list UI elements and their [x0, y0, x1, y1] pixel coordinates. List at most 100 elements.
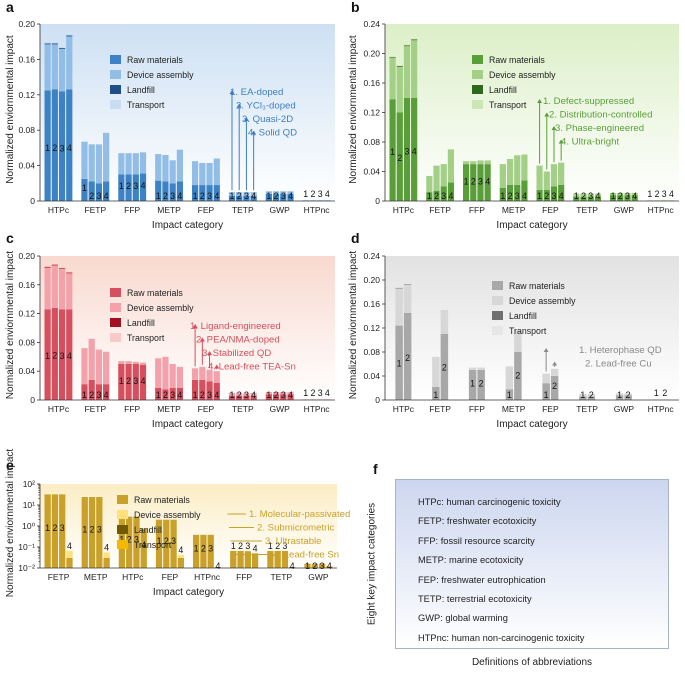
bar-tetp-2-raw-materials — [274, 550, 281, 568]
bar-metp-4-device-assembly — [176, 149, 183, 182]
bar-tetp-3-raw-materials — [243, 395, 250, 400]
panel-d-label: d — [351, 230, 360, 246]
bar-number-label: 3 — [171, 536, 176, 546]
definition-gwp: GWP: global warming — [418, 613, 508, 624]
bar-htpc-3-raw-materials — [58, 91, 66, 201]
bar-number-label: 2 — [618, 191, 623, 201]
bar-number-label: 3 — [96, 191, 101, 201]
bar-htpc-4-landfill — [411, 39, 418, 41]
bar-fep-1-raw-materials — [192, 379, 199, 400]
bar-htpc-2-raw-materials — [403, 313, 412, 400]
bar-number-label: 1 — [82, 390, 87, 400]
bar-number-label: 3 — [133, 181, 138, 191]
bar-fetp-3-device-assembly — [440, 164, 447, 187]
bar-htpc-2-landfill — [51, 43, 58, 45]
bar-tetp-4-device-assembly — [594, 193, 601, 197]
bar-number-label: 1 — [45, 143, 50, 153]
bar-number-label: 3 — [318, 388, 323, 398]
legend-swatch-transport — [117, 540, 128, 549]
bar-htpc-3-transport — [58, 47, 66, 48]
bar-number-label: 3 — [552, 191, 557, 201]
bar-htpc-2-transport — [51, 42, 58, 44]
bar-htpc-3-raw-materials — [58, 309, 66, 400]
bar-fetp-1-device-assembly — [81, 348, 88, 385]
bar-fetp-2-device-assembly — [88, 144, 95, 182]
bar-ffp-1-device-assembly — [118, 153, 125, 175]
bar-number-label: 1 — [268, 541, 273, 551]
bar-metp-4-device-assembly — [176, 366, 183, 388]
legend-swatch-device-assembly — [110, 70, 121, 79]
y-tick-label: 0.16 — [363, 299, 380, 309]
bar-number-label: 4 — [669, 189, 674, 199]
bar-htpc-1-raw-materials — [44, 309, 51, 400]
bar-gwp-2-raw-materials — [272, 193, 280, 201]
bar-htpc-1-device-assembly — [44, 44, 51, 91]
bar-fetp-4-device-assembly — [447, 149, 454, 183]
y-tick-label: 10¹ — [23, 500, 35, 510]
bar-ffp-2-raw-materials — [477, 370, 485, 400]
bar-gwp-4-raw-materials — [287, 394, 294, 400]
bar-number-label: 2 — [479, 379, 484, 389]
definition-htpc: HTPc: human carcinogenic toxicity — [418, 497, 561, 507]
annotation-item-2: 2. Submicrometric — [257, 523, 335, 534]
bar-fep-4-raw-materials — [213, 382, 220, 400]
bar-number-label: 1 — [119, 534, 124, 544]
bar-fetp-4-device-assembly — [103, 132, 110, 182]
bar-number-label: 4 — [412, 147, 417, 157]
bar-metp-2-raw-materials — [506, 184, 514, 201]
bar-number-label: 4 — [177, 390, 182, 400]
bar-gwp-1-raw-materials — [265, 394, 272, 400]
bar-gwp-1-raw-materials — [265, 193, 272, 201]
bar-tetp-3-device-assembly — [243, 192, 250, 196]
bar-fetp-4-raw-materials — [447, 182, 454, 201]
y-tick-label: 0.08 — [363, 137, 380, 147]
bar-metp-1-raw-materials — [499, 187, 506, 201]
bar-number-label: 2 — [397, 153, 402, 163]
x-axis-title: Impact category — [496, 220, 567, 231]
annotation-item-1: 1. Molecular-passivated — [249, 509, 350, 520]
bar-number-label: 2 — [442, 362, 447, 372]
y-tick-label: 0 — [375, 395, 380, 405]
bar-htpc-3-raw-materials — [133, 516, 140, 568]
bar-gwp-1-device-assembly — [610, 192, 617, 196]
bar-number-label: 2 — [89, 191, 94, 201]
bar-htpc-4-device-assembly — [411, 40, 418, 98]
bar-metp-3-device-assembly — [514, 155, 521, 185]
y-tick-label: 0.04 — [363, 371, 380, 381]
x-axis-title: Impact category — [496, 419, 567, 430]
bar-fep-4-device-assembly — [177, 554, 184, 558]
annotation-item-2: 2. Lead-free Cu — [585, 359, 652, 370]
bar-fep-3-device-assembly — [550, 164, 558, 187]
bar-tetp-2-raw-materials — [580, 196, 587, 201]
definition-fetp: FETP: freshwater ecotoxicity — [418, 516, 537, 527]
bar-number-label: 4 — [104, 390, 109, 400]
bar-htpc-3-landfill — [403, 45, 411, 47]
bar-fep-3-device-assembly — [206, 162, 213, 186]
bar-number-label: 3 — [625, 191, 630, 201]
bar-number-label: 3 — [515, 191, 520, 201]
bar-metp-2-raw-materials — [514, 352, 522, 400]
bar-number-label: 1 — [82, 183, 87, 193]
bar-metp-1-raw-materials — [155, 180, 162, 201]
legend-swatch-raw-materials — [110, 55, 121, 64]
bar-fetp-2-raw-materials — [440, 334, 449, 400]
y-tick-label: 0.12 — [363, 108, 380, 118]
bar-number-label: 1 — [611, 191, 616, 201]
bar-ffp-3-device-assembly — [132, 153, 139, 175]
bar-ffp-4-raw-materials — [484, 164, 491, 202]
x-tick-label: GWP — [270, 205, 291, 215]
bar-fetp-3-device-assembly — [95, 144, 103, 184]
bar-gwp-2-device-assembly — [272, 191, 280, 194]
bar-fetp-1-raw-materials — [432, 386, 440, 400]
bar-number-label: 2 — [200, 390, 205, 400]
panel-e-label: e — [6, 457, 14, 473]
annotation-arrow-head — [251, 130, 257, 135]
bar-number-label: 4 — [67, 541, 72, 551]
bar-htpc-1-landfill — [44, 43, 51, 45]
bar-metp-1-device-assembly — [499, 164, 506, 188]
legend-swatch-landfill — [110, 85, 121, 94]
x-tick-label: FETP — [84, 404, 106, 414]
x-tick-label: FFP — [236, 572, 252, 582]
bar-metp-3-device-assembly — [169, 160, 176, 184]
